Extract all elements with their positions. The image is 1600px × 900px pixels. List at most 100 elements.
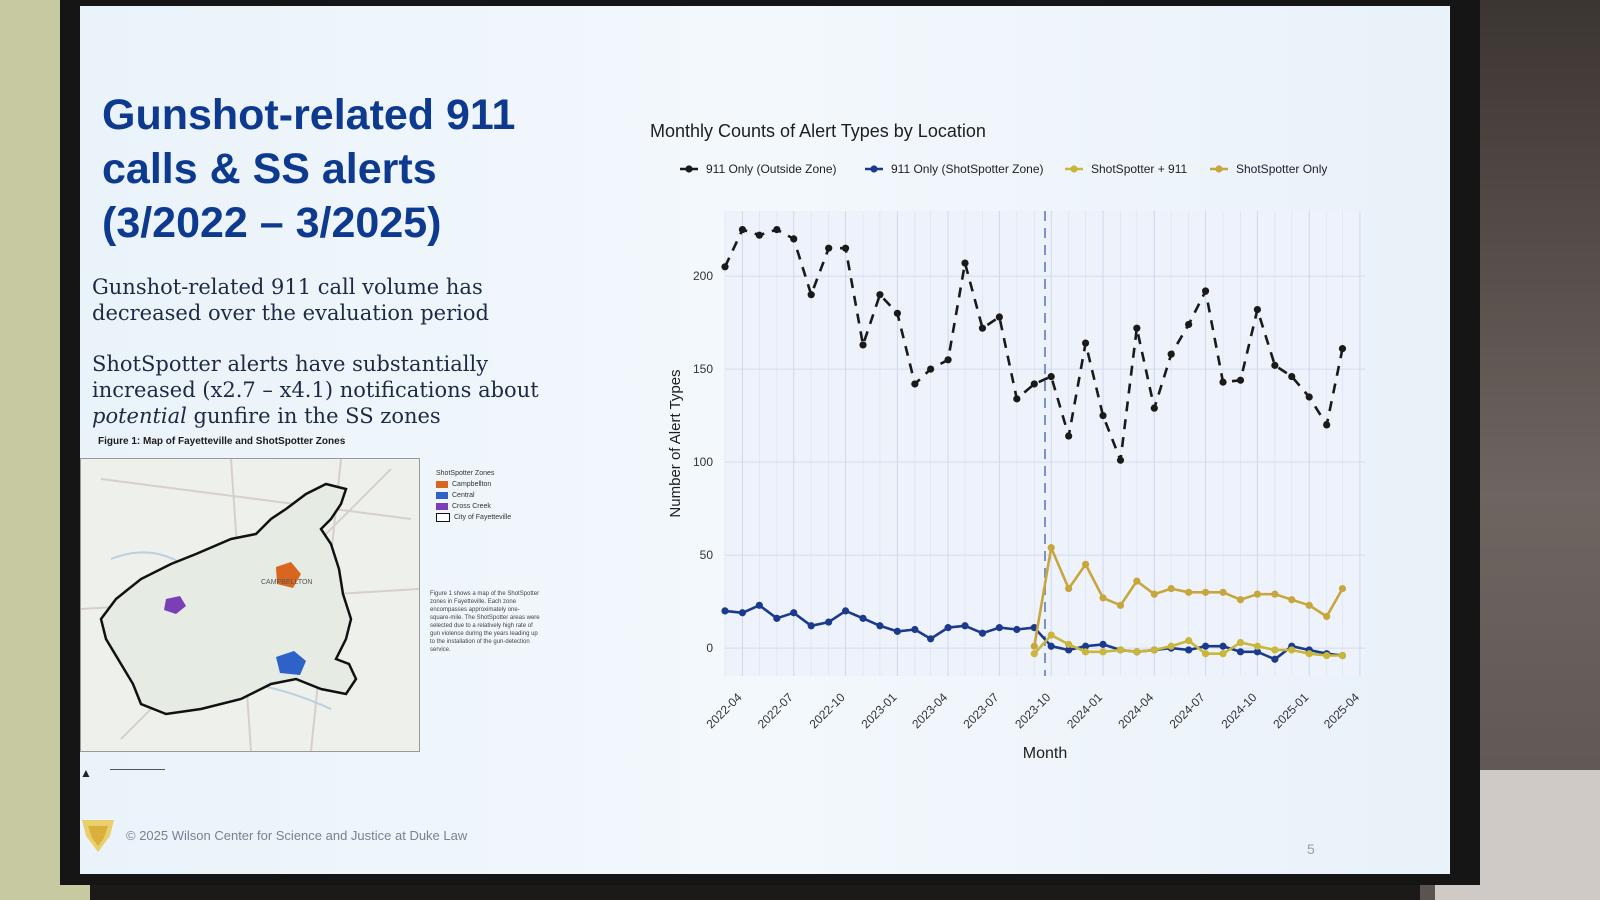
data-point (995, 313, 1003, 321)
data-point (1288, 596, 1296, 604)
bullet-shotspotter-increase: ShotSpotter alerts have substantially in… (92, 351, 572, 429)
legend-label: ShotSpotter Only (1236, 162, 1327, 176)
data-point (1065, 646, 1073, 654)
x-tick-label: 2022-10 (807, 690, 848, 731)
data-point (859, 341, 867, 349)
data-point (961, 259, 969, 267)
data-point (893, 627, 901, 635)
data-point (1271, 590, 1279, 598)
data-point (876, 291, 884, 299)
data-point (825, 244, 833, 252)
data-point (1013, 395, 1021, 403)
data-point (1288, 372, 1296, 381)
x-axis-label: Month (1023, 745, 1067, 762)
fayetteville-map: CAMPBELLTON (80, 458, 420, 752)
map-legend: ShotSpotter Zones Campbellton Central Cr… (436, 468, 511, 523)
data-point (773, 614, 781, 622)
data-point (1116, 601, 1125, 609)
data-point (1305, 650, 1313, 658)
data-point (841, 244, 850, 252)
data-point (1047, 642, 1055, 650)
data-point (1030, 642, 1038, 650)
data-point (1116, 646, 1125, 654)
data-point (1081, 560, 1090, 568)
data-point (1338, 345, 1347, 353)
data-point (1099, 412, 1107, 420)
data-point (1099, 648, 1107, 656)
data-point (1236, 638, 1245, 647)
data-point (841, 607, 850, 615)
data-point (721, 263, 729, 271)
data-point (876, 622, 884, 630)
zone-central (276, 651, 306, 675)
data-point (755, 601, 763, 609)
data-point (1047, 544, 1055, 552)
data-point (1323, 612, 1331, 621)
data-point (1185, 646, 1193, 654)
north-arrow-icon: ▲ (80, 766, 92, 780)
page-number: 5 (1307, 841, 1315, 857)
legend-swatch-point (1070, 165, 1078, 173)
data-point (738, 226, 747, 234)
data-point (1133, 324, 1141, 332)
data-point (1236, 596, 1245, 604)
data-point (1305, 393, 1313, 401)
data-point (807, 622, 815, 630)
legend-swatch-point (1215, 165, 1223, 173)
data-point (1271, 361, 1279, 369)
data-point (1201, 642, 1210, 650)
bullet-text-part1: ShotSpotter alerts have substantially in… (92, 352, 539, 402)
data-point (1081, 642, 1090, 650)
data-point (1013, 625, 1021, 634)
slide-footer: © 2025 Wilson Center for Science and Jus… (80, 816, 467, 854)
x-tick-label: 2023-01 (858, 690, 899, 731)
map-legend-item: Central (436, 490, 511, 501)
data-point (1116, 456, 1125, 464)
data-point (995, 624, 1003, 632)
data-point (1236, 376, 1245, 384)
x-tick-label: 2023-10 (1012, 690, 1053, 731)
data-point (1271, 655, 1279, 663)
y-tick-label: 50 (700, 548, 714, 562)
data-point (1219, 650, 1227, 658)
data-point (1167, 350, 1175, 358)
chart-series (721, 226, 1347, 663)
x-tick-label: 2024-07 (1167, 690, 1208, 731)
data-point (1030, 650, 1038, 658)
data-point (773, 226, 781, 234)
legend-label: ShotSpotter + 911 (1091, 162, 1188, 176)
data-point (1253, 648, 1261, 656)
x-tick-label: 2023-04 (909, 690, 950, 731)
data-point (1150, 404, 1158, 412)
data-point (1253, 642, 1261, 650)
data-point (1305, 601, 1313, 609)
data-point (790, 609, 798, 617)
x-tick-label: 2024-04 (1115, 690, 1156, 731)
x-tick-label: 2022-07 (755, 690, 796, 731)
data-point (1150, 646, 1158, 654)
presentation-slide: Gunshot-related 911 calls & SS alerts (3… (80, 6, 1450, 874)
data-point (755, 231, 763, 239)
data-point (859, 614, 867, 622)
data-point (790, 235, 798, 243)
data-point (1253, 590, 1261, 598)
data-point (1150, 590, 1158, 598)
figure-caption: Figure 1: Map of Fayetteville and ShotSp… (98, 436, 346, 447)
data-point (893, 309, 901, 317)
bullet-text-emphasis: potential (92, 404, 187, 428)
slide-title: Gunshot-related 911 calls & SS alerts (3… (102, 91, 516, 247)
zone-campbellton (276, 562, 301, 588)
scale-bar (110, 769, 165, 770)
legend-swatch-point (870, 165, 878, 173)
alert-types-chart: Monthly Counts of Alert Types by Locatio… (650, 121, 1365, 762)
data-point (1099, 594, 1107, 602)
data-point (721, 607, 729, 615)
data-point (944, 624, 952, 632)
y-tick-label: 0 (706, 641, 713, 655)
y-axis-label: Number of Alert Types (667, 369, 684, 517)
data-point (1047, 631, 1055, 639)
data-point (1065, 432, 1073, 440)
data-point (1167, 642, 1175, 650)
data-point (1236, 648, 1245, 656)
data-point (1201, 287, 1210, 295)
